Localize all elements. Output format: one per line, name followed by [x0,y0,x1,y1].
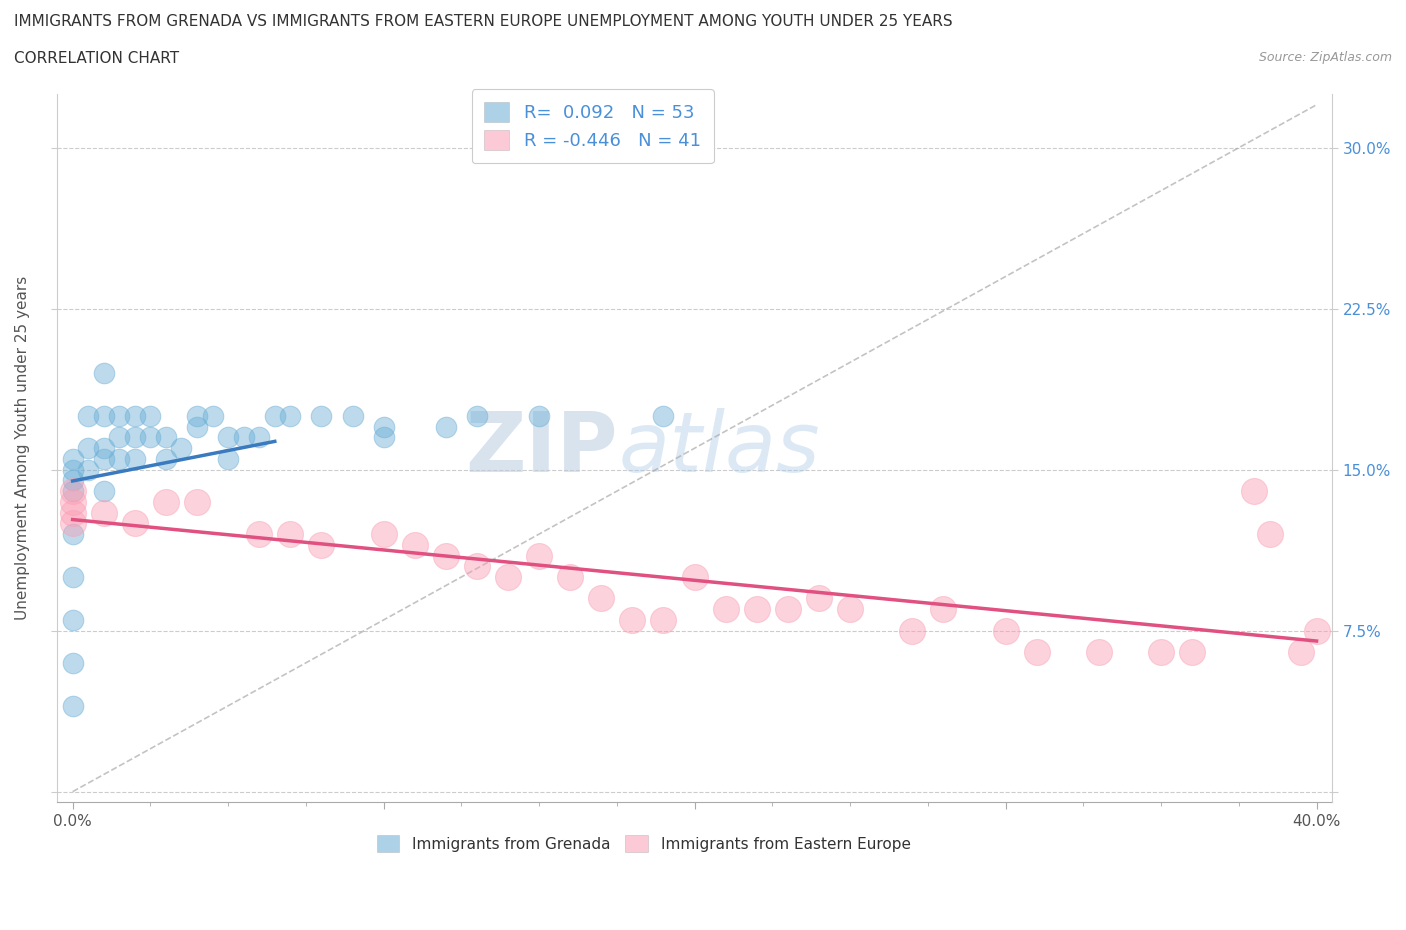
Point [404,538,426,552]
Point [591,591,613,606]
Text: atlas: atlas [619,407,820,489]
Point [373,430,395,445]
Point [560,569,582,584]
Point [62,613,84,628]
Point [139,430,162,445]
Point [311,538,333,552]
Point [621,613,644,628]
Point [62,656,84,671]
Point [155,430,177,445]
Point [434,548,457,563]
Point [932,602,955,617]
Point [170,441,193,456]
Point [1088,644,1111,659]
Point [434,419,457,434]
Point [108,430,131,445]
Point [373,419,395,434]
Point [278,526,301,541]
Point [652,613,675,628]
Point [1150,644,1173,659]
Point [839,602,862,617]
Point [652,408,675,423]
Point [62,484,84,498]
Point [93,451,115,466]
Point [247,430,270,445]
Point [93,484,115,498]
Point [93,505,115,520]
Y-axis label: Unemployment Among Youth under 25 years: Unemployment Among Youth under 25 years [15,276,30,620]
Point [1243,484,1265,498]
Point [217,451,239,466]
Legend: Immigrants from Grenada, Immigrants from Eastern Europe: Immigrants from Grenada, Immigrants from… [370,829,917,858]
Point [93,365,115,380]
Point [527,548,550,563]
Point [201,408,224,423]
Point [714,602,737,617]
Point [1258,526,1281,541]
Point [465,408,488,423]
Point [77,462,100,477]
Point [77,441,100,456]
Point [186,495,208,510]
Point [776,602,799,617]
Point [108,408,131,423]
Point [186,419,208,434]
Point [1305,623,1327,638]
Point [247,526,270,541]
Point [373,526,395,541]
Point [93,408,115,423]
Point [807,591,830,606]
Point [62,462,84,477]
Point [62,484,84,498]
Point [62,495,84,510]
Point [1289,644,1312,659]
Point [232,430,254,445]
Point [263,408,285,423]
Point [62,505,84,520]
Point [139,408,162,423]
Point [1181,644,1204,659]
Text: ZIP: ZIP [465,407,619,489]
Point [62,451,84,466]
Point [93,441,115,456]
Point [496,569,519,584]
Point [124,516,146,531]
Point [465,559,488,574]
Point [77,408,100,423]
Point [62,569,84,584]
Point [62,698,84,713]
Text: IMMIGRANTS FROM GRENADA VS IMMIGRANTS FROM EASTERN EUROPE UNEMPLOYMENT AMONG YOU: IMMIGRANTS FROM GRENADA VS IMMIGRANTS FR… [14,14,953,29]
Point [342,408,364,423]
Point [745,602,768,617]
Point [62,526,84,541]
Point [62,473,84,488]
Point [124,430,146,445]
Text: CORRELATION CHART: CORRELATION CHART [14,51,179,66]
Point [683,569,706,584]
Point [278,408,301,423]
Point [527,408,550,423]
Point [217,430,239,445]
Point [155,495,177,510]
Point [155,451,177,466]
Point [901,623,924,638]
Point [124,451,146,466]
Point [108,451,131,466]
Point [311,408,333,423]
Point [62,516,84,531]
Point [124,408,146,423]
Point [994,623,1017,638]
Point [1025,644,1047,659]
Point [186,408,208,423]
Text: Source: ZipAtlas.com: Source: ZipAtlas.com [1258,51,1392,64]
